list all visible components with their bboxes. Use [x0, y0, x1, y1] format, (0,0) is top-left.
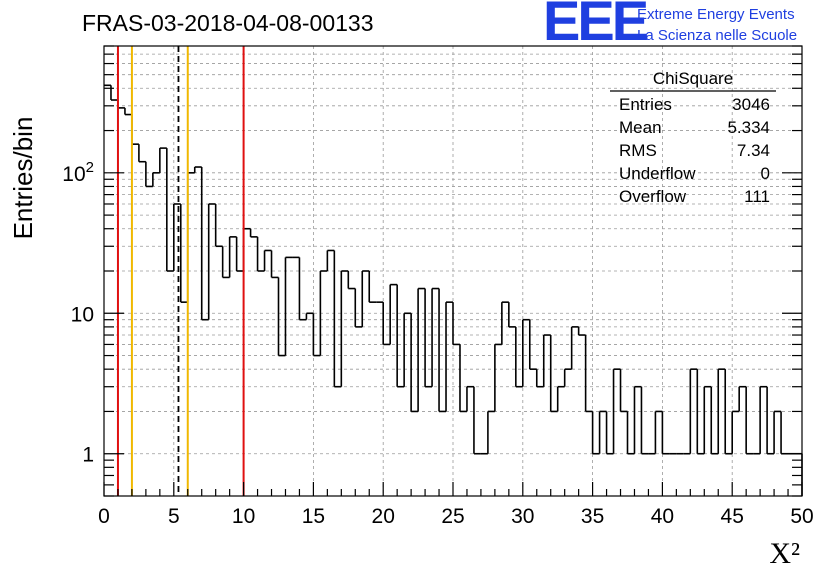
chart-title: FRAS-03-2018-04-08-00133 [82, 10, 374, 36]
x-tick-label: 10 [232, 505, 255, 528]
logo-mark: EEE [543, 0, 648, 52]
stats-value: 5.334 [727, 118, 770, 137]
x-tick-label: 30 [511, 505, 534, 528]
stats-label: Entries [619, 95, 672, 114]
y-axis-label: Entries/bin [8, 117, 38, 240]
marker-lines [116, 46, 245, 496]
logo-line-2: La Scienza nelle Scuole [637, 27, 797, 44]
x-tick-label: 45 [721, 505, 744, 528]
y-tick-label: 102 [62, 159, 94, 186]
x-tick-label: 35 [581, 505, 604, 528]
stats-box: ChiSquare Entries 3046 Mean 5.334 RMS 7.34 Und… [610, 69, 776, 206]
stats-value: 3046 [732, 95, 770, 114]
y-tick-label: 10 [71, 303, 94, 326]
x-tick-label: 20 [372, 505, 395, 528]
x-tick-label: 40 [651, 505, 674, 528]
x-tick-label: 50 [790, 505, 813, 528]
stats-label: Overflow [619, 187, 687, 206]
eee-logo: EEE Extreme Energy Events La Scienza nel… [543, 0, 797, 52]
x-tick-label: 0 [98, 505, 110, 528]
x-tick-label: 5 [168, 505, 180, 528]
stats-label: Mean [619, 118, 662, 137]
stats-value: 0 [761, 164, 770, 183]
x-tick-label: 25 [441, 505, 464, 528]
stats-rows: Entries 3046 Mean 5.334 RMS 7.34 Underflow 0 Ove… [619, 95, 770, 206]
axis-ticks: 0 5 10 15 20 25 30 35 40 45 50 1 10 102 [62, 45, 814, 528]
stats-label: Underflow [619, 164, 696, 183]
stats-value: 7.34 [737, 141, 770, 160]
stats-title: ChiSquare [653, 69, 733, 88]
stats-value: 111 [744, 187, 770, 206]
logo-line-1: Extreme Energy Events [637, 6, 795, 23]
x-tick-label: 15 [302, 505, 325, 528]
y-tick-label: 1 [82, 444, 94, 467]
histogram-bars [104, 84, 803, 496]
stats-label: RMS [619, 141, 657, 160]
x-axis-label: X² [769, 537, 800, 570]
